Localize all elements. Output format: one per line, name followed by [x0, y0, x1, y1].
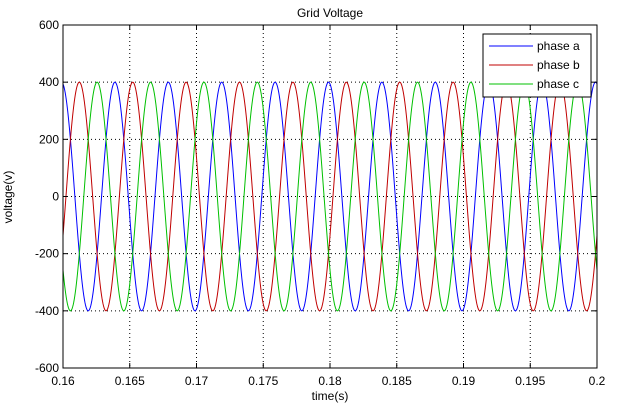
legend: phase a phase b phase c: [482, 33, 592, 98]
y-axis-label: voltage(v): [1, 171, 15, 224]
x-tick-label: 0.18: [318, 374, 342, 388]
x-tick-label: 0.17: [185, 374, 209, 388]
y-tick-label: 600: [39, 18, 59, 32]
legend-label: phase c: [537, 77, 579, 91]
chart-title: Grid Voltage: [297, 6, 363, 20]
x-tick-label: 0.2: [589, 374, 606, 388]
series-line-phase-c: [62, 81, 598, 312]
x-tick-label: 0.185: [382, 374, 412, 388]
series-line-phase-a: [62, 81, 598, 312]
y-tick-label: -200: [35, 247, 59, 261]
axis-ticks: 0.16 0.165 0.17 0.175 0.18 0.185 0.19 0.195 0.2 -…: [35, 18, 606, 388]
y-tick-label: 400: [39, 75, 59, 89]
legend-label: phase a: [537, 39, 580, 53]
legend-label: phase b: [537, 58, 580, 72]
y-tick-label: -400: [35, 304, 59, 318]
y-tick-label: 0: [52, 190, 59, 204]
x-tick-label: 0.195: [515, 374, 545, 388]
x-tick-label: 0.165: [115, 374, 145, 388]
y-tick-label: 200: [39, 132, 59, 146]
y-tick-label: -600: [35, 361, 59, 375]
x-tick-label: 0.19: [452, 374, 476, 388]
x-axis-label: time(s): [312, 389, 349, 403]
x-tick-label: 0.16: [51, 374, 75, 388]
x-tick-label: 0.175: [248, 374, 278, 388]
